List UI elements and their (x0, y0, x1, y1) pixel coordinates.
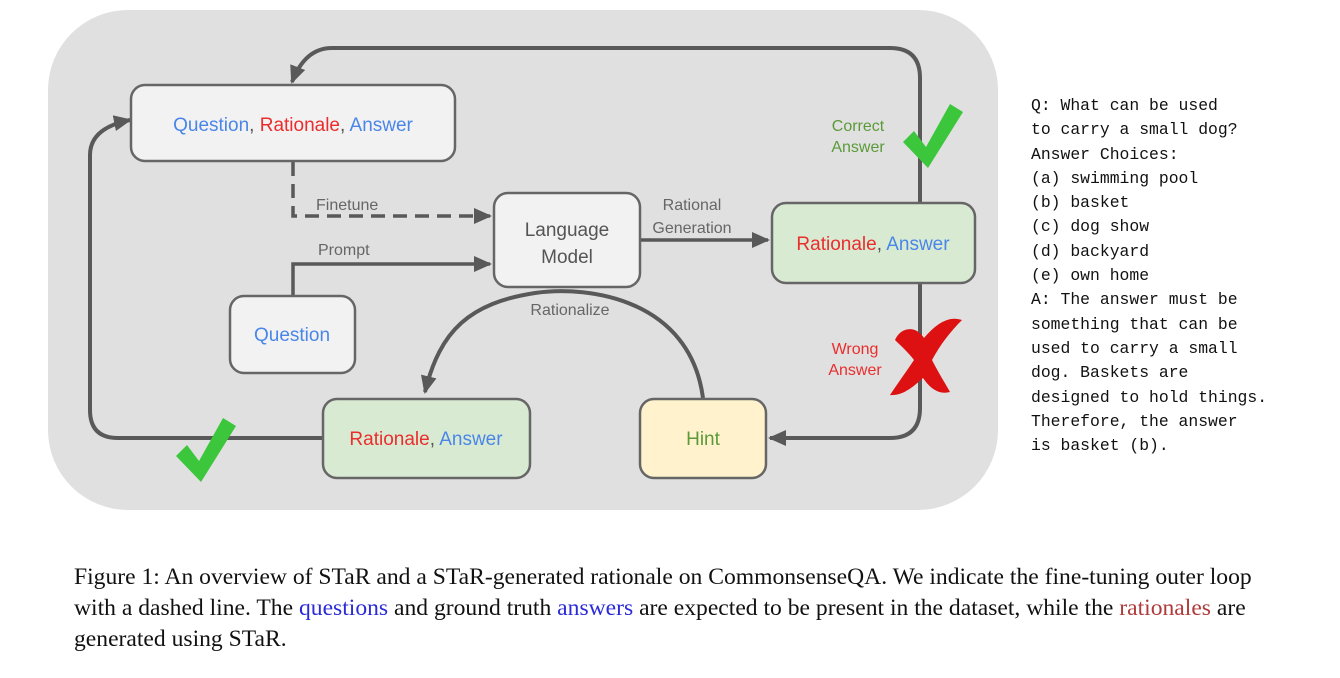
caption-text-part2: and ground truth (388, 595, 558, 621)
example-line: Q: What can be used (1031, 96, 1218, 115)
example-line: Answer Choices: (1031, 144, 1179, 164)
edge-left-loop (88, 115, 322, 440)
star-overview-diagram: Question, Rationale, Answer Language Mod… (48, 10, 998, 510)
example-line: (c) dog show (1031, 217, 1150, 237)
correct-answer-label-line2: Answer (831, 139, 885, 156)
example-line: something that can be (1031, 314, 1238, 334)
example-line: used to carry a small (1031, 338, 1238, 358)
language-model-label-line2: Model (541, 247, 593, 268)
figure-caption: Figure 1: An overview of STaR and a STaR… (74, 562, 1274, 655)
question-box (228, 294, 357, 375)
example-qa-text: Q: What can be used to carry a small dog… (1031, 94, 1267, 458)
question-rationale-answer-box (129, 83, 457, 163)
rational-generation-label-line1: Rational (663, 197, 722, 214)
finetune-label: Finetune (316, 197, 378, 214)
example-line: (e) own home (1031, 266, 1150, 286)
bottom-box-label: Rationale, Answer (349, 429, 503, 450)
edge-correct-loop (290, 46, 922, 202)
language-model-label-line1: Language (525, 220, 610, 241)
caption-rationales-word: rationales (1119, 595, 1211, 621)
check-icon (176, 418, 236, 482)
right-box-label: Rationale, Answer (796, 234, 950, 255)
example-line: (a) swimming pool (1031, 168, 1199, 188)
caption-text-part4: are generated using STaR. (74, 595, 1246, 652)
check-icon (903, 104, 963, 168)
correct-answer-label-line1: Correct (832, 118, 885, 135)
rationalize-label: Rationalize (530, 302, 609, 319)
prompt-label: Prompt (318, 242, 370, 259)
example-line: to carry a small dog? (1031, 120, 1238, 140)
caption-questions-word: questions (298, 595, 389, 621)
example-line: designed to hold things. (1031, 387, 1268, 407)
example-line: (d) backyard (1031, 241, 1150, 261)
caption-text-part3: are expected to be present in the datase… (633, 595, 1120, 621)
example-line: A: The answer must be (1031, 290, 1238, 310)
rationale-answer-box-right (770, 201, 977, 285)
hint-box (638, 397, 768, 480)
edge-prompt (291, 256, 492, 296)
language-model-box (492, 191, 642, 289)
wrong-answer-label-line2: Answer (828, 362, 882, 379)
cross-icon (890, 318, 962, 396)
example-line: is basket (b). (1031, 436, 1169, 456)
hint-box-label: Hint (686, 429, 721, 450)
edge-rationalize (420, 289, 705, 399)
caption-text-part1: Figure 1: An overview of STaR and a STaR… (74, 564, 1252, 621)
example-line: dog. Baskets are (1031, 363, 1189, 383)
top-box-label: Question, Rationale, Answer (173, 115, 413, 136)
example-line: (b) basket (1031, 193, 1130, 213)
wrong-answer-label-line1: Wrong (832, 341, 879, 358)
edge-wrong-answer (768, 284, 922, 446)
edge-finetune (291, 162, 492, 224)
question-box-label: Question (254, 325, 330, 346)
example-line: Therefore, the answer (1031, 411, 1238, 431)
rationale-answer-box-bottom (321, 397, 532, 480)
rational-generation-label-line2: Generation (652, 220, 731, 237)
caption-answers-word: answers (557, 595, 634, 621)
